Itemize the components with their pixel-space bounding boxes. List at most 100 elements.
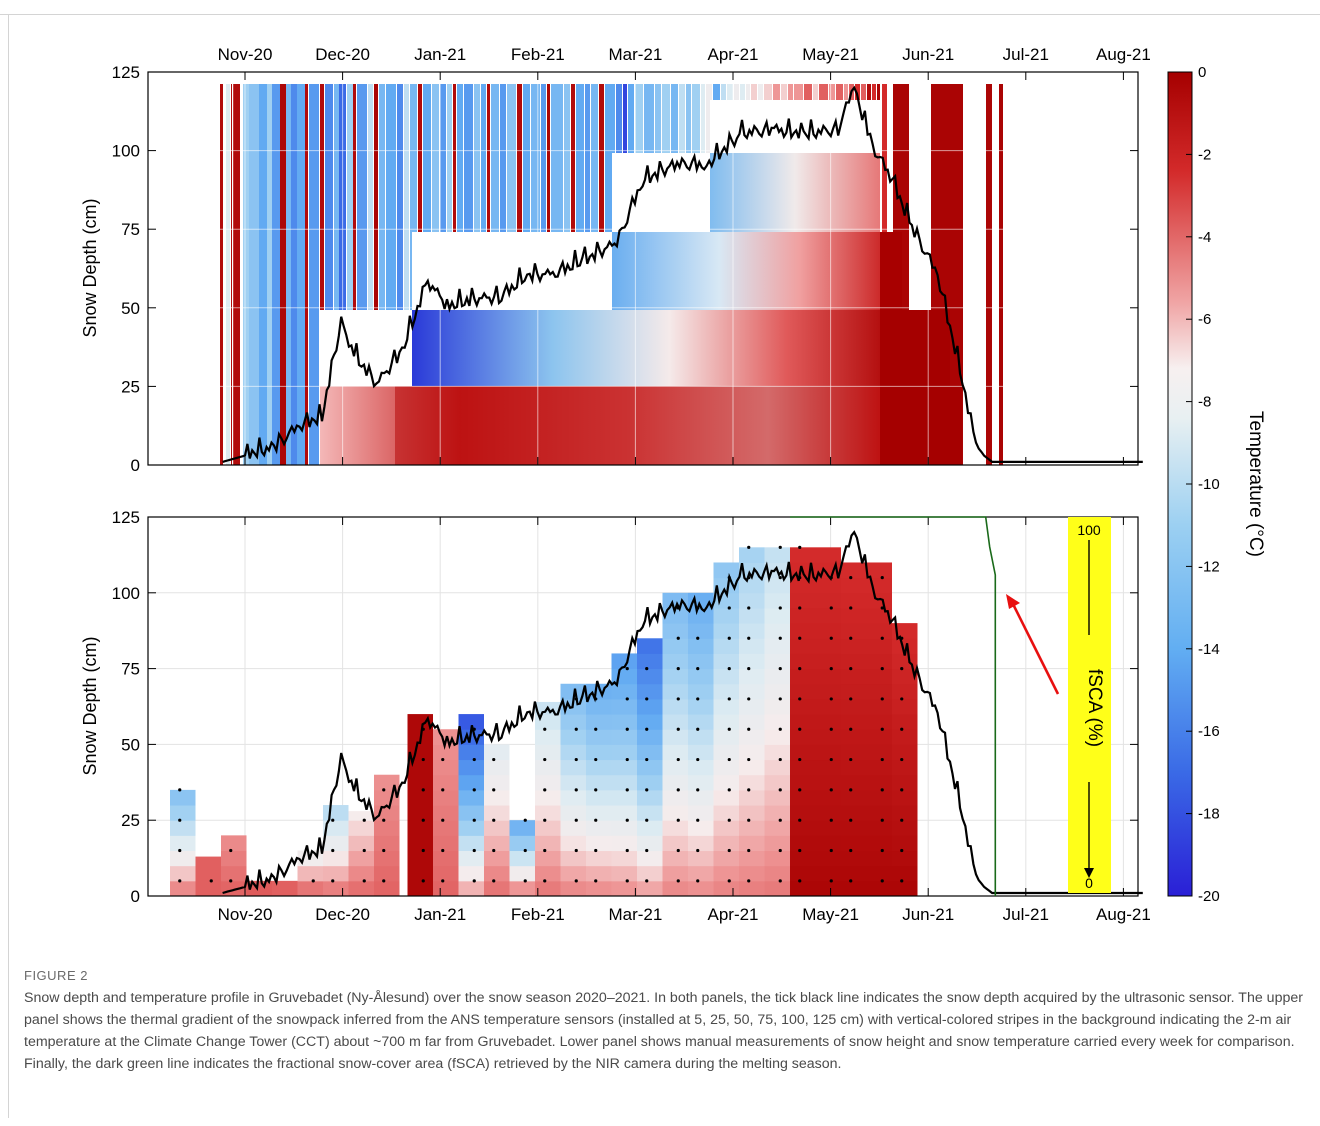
manual-dot (645, 697, 649, 701)
manual-profile-cell (841, 729, 867, 745)
manual-profile-cell (662, 850, 688, 867)
lower-y-axis-label: Snow Depth (cm) (80, 636, 100, 775)
colorbar-tick-label: -10 (1198, 476, 1220, 493)
fsca-line (790, 516, 997, 896)
manual-profile-cell (662, 607, 688, 624)
manual-profile-cell (535, 865, 561, 882)
manual-profile-cell (535, 714, 561, 730)
x-tick-label: Jan-21 (414, 905, 466, 924)
manual-profile-cell (662, 638, 688, 654)
manual-dot (778, 818, 782, 822)
manual-profile-cell (764, 865, 790, 882)
manual-profile-cell (739, 729, 765, 745)
manual-profile-cell (790, 592, 816, 609)
manual-profile-cell (892, 623, 918, 639)
x-tick-label: Apr-21 (707, 905, 758, 924)
manual-profile-cell (866, 774, 892, 791)
manual-profile-cell (611, 850, 637, 867)
figure-frame-top (0, 14, 1320, 15)
manual-profile-cell (815, 759, 841, 776)
manual-profile-cell (892, 865, 918, 882)
manual-profile-cell (739, 789, 765, 806)
x-tick-label: Mar-21 (608, 45, 662, 64)
manual-profile-cell (297, 865, 323, 882)
manual-profile-cell (170, 850, 196, 867)
manual-profile-cell (323, 820, 349, 836)
manual-profile-cell (348, 820, 374, 836)
manual-dot (778, 788, 782, 792)
y-tick-label: 125 (112, 508, 140, 527)
manual-dot (178, 788, 182, 792)
manual-profile-cell (662, 714, 688, 730)
manual-profile-cell (688, 820, 714, 836)
manual-profile-cell (713, 577, 739, 594)
manual-profile-cell (458, 820, 484, 836)
manual-profile-cell (764, 789, 790, 806)
x-tick-label: Jan-21 (414, 45, 466, 64)
manual-profile-cell (841, 638, 867, 654)
manual-profile-cell (688, 683, 714, 700)
manual-dot (880, 788, 884, 792)
manual-profile-cell (637, 805, 663, 821)
manual-profile-cell (170, 805, 196, 821)
manual-profile-cell (407, 789, 433, 806)
manual-profile-cell (892, 729, 918, 745)
manual-profile-cell (484, 805, 510, 821)
manual-profile-cell (815, 547, 841, 563)
manual-profile-cell (407, 835, 433, 852)
manual-dot (829, 788, 833, 792)
manual-dot (798, 788, 802, 792)
manual-dot (362, 848, 366, 853)
manual-dot (778, 576, 782, 580)
manual-dot (441, 848, 445, 853)
y-tick-label: 75 (121, 220, 140, 239)
red-arrow-head (1006, 594, 1020, 609)
manual-profile-cell (815, 805, 841, 821)
lower-x-ticks: Nov-20 Dec-20 Jan-21 Feb-21 Mar-21 Apr-21 May-… (218, 517, 1151, 924)
air-temp-stripe (379, 84, 385, 465)
manual-profile-cell (637, 714, 663, 730)
manual-profile-cell (866, 638, 892, 654)
manual-profile-cell (892, 638, 918, 654)
manual-profile-cell (586, 789, 612, 806)
manual-dot (727, 697, 731, 701)
manual-profile-cell (688, 880, 714, 897)
x-tick-label: Feb-21 (511, 45, 565, 64)
y-tick-label: 50 (121, 299, 140, 318)
manual-dot (727, 818, 731, 822)
manual-profile-cell (484, 820, 510, 836)
manual-profile-cell (713, 668, 739, 685)
air-temp-stripe (297, 84, 305, 465)
manual-profile-cell (841, 683, 867, 700)
manual-profile-cell (764, 759, 790, 776)
snowpack-temperature-profile (320, 100, 962, 465)
manual-profile-cell (739, 805, 765, 821)
manual-profile-cell (323, 835, 349, 852)
manual-profile-cell (637, 850, 663, 867)
manual-dot (778, 545, 782, 549)
manual-profile-cell (586, 850, 612, 867)
manual-profile-cell (433, 835, 459, 852)
manual-profile-cell (739, 744, 765, 761)
manual-dot (747, 606, 751, 610)
air-temp-stripe (305, 84, 308, 465)
manual-dot (696, 636, 700, 640)
manual-profile-cell (739, 850, 765, 867)
manual-profile-cell (535, 835, 561, 852)
manual-profile-cell (790, 714, 816, 730)
manual-profile-cell (815, 774, 841, 791)
manual-profile-cell (637, 683, 663, 700)
manual-profile-cell (221, 835, 247, 852)
manual-profile-cell (374, 850, 400, 867)
manual-dot (492, 848, 496, 853)
manual-profile-cell (195, 880, 221, 897)
manual-profile-cell (764, 714, 790, 730)
manual-dot (676, 788, 680, 792)
manual-dot (880, 727, 884, 731)
manual-dot (543, 757, 547, 762)
manual-profile-cell (866, 698, 892, 715)
manual-dot (492, 788, 496, 792)
manual-profile-cell (458, 865, 484, 882)
manual-profile-cell (866, 729, 892, 745)
manual-dot (778, 848, 782, 853)
